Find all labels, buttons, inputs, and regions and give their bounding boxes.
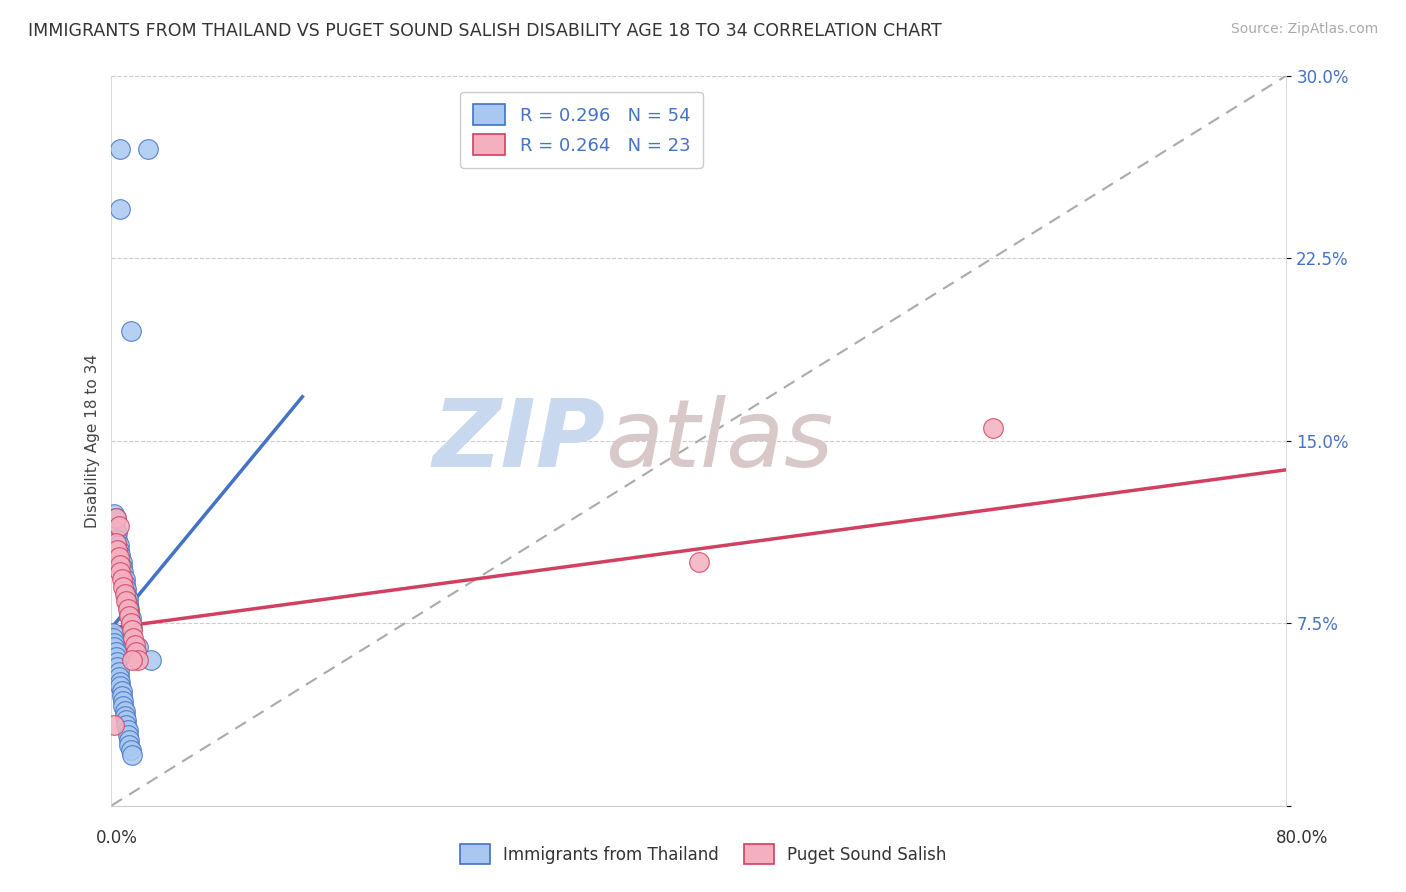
Point: [105, 543, 128, 558]
Point: [114, 587, 136, 601]
Point: [111, 560, 134, 574]
Point: [104, 645, 127, 659]
Point: [115, 594, 138, 608]
Point: [112, 694, 135, 708]
Point: [110, 565, 132, 579]
Point: [136, 142, 159, 156]
Point: [105, 655, 128, 669]
Point: [115, 582, 138, 596]
Point: [118, 601, 141, 615]
Point: [111, 689, 134, 703]
Point: [121, 621, 143, 635]
Point: [103, 718, 125, 732]
Point: [121, 747, 143, 762]
Point: [103, 640, 125, 655]
Point: [120, 742, 142, 756]
Point: [124, 638, 146, 652]
Point: [114, 708, 136, 723]
Point: [104, 511, 127, 525]
Point: [118, 608, 141, 623]
Point: [107, 665, 129, 679]
Point: [101, 631, 124, 645]
Point: [111, 684, 134, 698]
Point: [110, 674, 132, 689]
Point: [117, 728, 139, 742]
Point: [688, 555, 710, 569]
Point: [117, 723, 139, 738]
Point: [107, 550, 129, 565]
Point: [105, 533, 128, 548]
Point: [112, 580, 135, 594]
Point: [125, 645, 148, 659]
Text: ZIP: ZIP: [432, 394, 605, 486]
Text: 80.0%: 80.0%: [1277, 829, 1329, 847]
Point: [104, 511, 127, 525]
Text: atlas: atlas: [605, 395, 834, 486]
Point: [118, 733, 141, 747]
Point: [110, 142, 132, 156]
Point: [110, 202, 132, 217]
Point: [112, 565, 135, 579]
Point: [112, 698, 135, 713]
Text: 0.0%: 0.0%: [96, 829, 138, 847]
Point: [139, 652, 162, 666]
Point: [107, 543, 129, 558]
Point: [101, 625, 124, 640]
Point: [104, 536, 127, 550]
Point: [111, 555, 134, 569]
Legend: Immigrants from Thailand, Puget Sound Salish: Immigrants from Thailand, Puget Sound Sa…: [453, 838, 953, 871]
Point: [104, 650, 127, 665]
Point: [105, 660, 128, 674]
Point: [117, 597, 139, 611]
Point: [120, 324, 142, 338]
Point: [103, 635, 125, 649]
Point: [981, 421, 1004, 435]
Text: Source: ZipAtlas.com: Source: ZipAtlas.com: [1230, 22, 1378, 37]
Point: [114, 572, 136, 586]
Point: [117, 601, 139, 615]
Point: [115, 714, 138, 728]
Point: [121, 624, 143, 638]
Point: [118, 607, 141, 621]
Y-axis label: Disability Age 18 to 34: Disability Age 18 to 34: [86, 353, 100, 527]
Point: [107, 670, 129, 684]
Point: [107, 538, 129, 552]
Point: [114, 704, 136, 718]
Point: [121, 652, 143, 666]
Point: [127, 640, 149, 655]
Point: [110, 679, 132, 693]
Point: [107, 518, 129, 533]
Point: [117, 591, 139, 606]
Point: [115, 718, 138, 732]
Point: [104, 524, 127, 538]
Point: [114, 577, 136, 591]
Point: [111, 572, 134, 586]
Point: [105, 526, 128, 541]
Point: [127, 652, 149, 666]
Legend: R = 0.296   N = 54, R = 0.264   N = 23: R = 0.296 N = 54, R = 0.264 N = 23: [460, 92, 703, 168]
Text: IMMIGRANTS FROM THAILAND VS PUGET SOUND SALISH DISABILITY AGE 18 TO 34 CORRELATI: IMMIGRANTS FROM THAILAND VS PUGET SOUND …: [28, 22, 942, 40]
Point: [110, 558, 132, 572]
Point: [103, 507, 125, 521]
Point: [120, 616, 142, 631]
Point: [120, 611, 142, 625]
Point: [110, 548, 132, 562]
Point: [118, 738, 141, 752]
Point: [115, 587, 138, 601]
Point: [120, 616, 142, 631]
Point: [122, 631, 145, 645]
